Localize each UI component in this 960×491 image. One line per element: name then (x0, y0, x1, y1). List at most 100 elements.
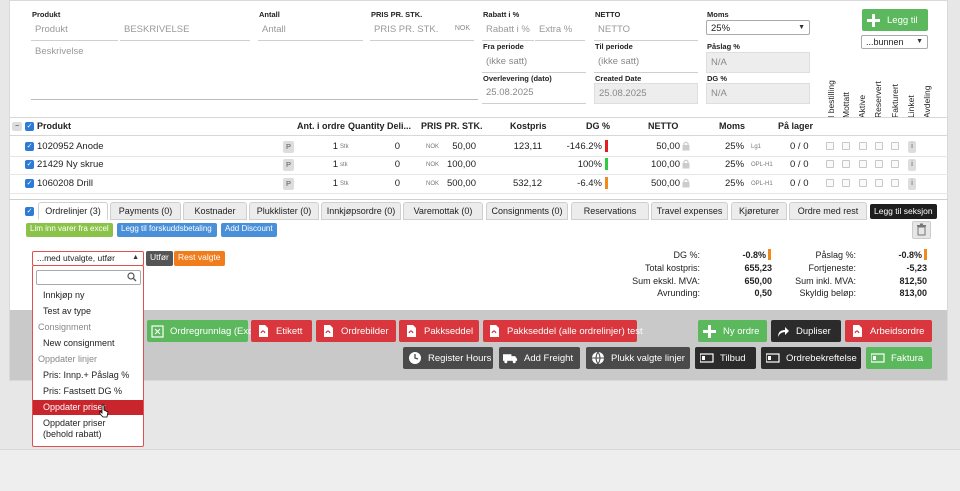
row-checkbox[interactable]: ✓ (25, 142, 34, 151)
tab-payments[interactable]: Payments (0) (110, 202, 181, 220)
row-status-checkbox[interactable] (875, 160, 883, 168)
row-status-checkbox[interactable] (826, 179, 834, 187)
row-status-checkbox[interactable] (859, 160, 867, 168)
tab-ordre-med-rest[interactable]: Ordre med rest (789, 202, 867, 220)
dropdown-item-pris-paslag[interactable]: Pris: Innp.+ Påslag % (43, 370, 130, 380)
row-produkt[interactable]: 21429 Ny skrue (37, 159, 104, 170)
dropdown-item-test[interactable]: Test av type (43, 306, 92, 316)
row-status-checkbox[interactable] (875, 142, 883, 150)
ordrebilder-button[interactable]: Ordrebilder (316, 320, 396, 342)
row-pris[interactable]: 500,00 (446, 178, 476, 189)
row-status-checkbox[interactable] (891, 179, 899, 187)
beskrivelse-input[interactable]: BESKRIVELSE (120, 20, 250, 41)
lock-icon[interactable] (682, 141, 690, 154)
row-status-checkbox[interactable] (842, 160, 850, 168)
row-status-checkbox[interactable] (826, 160, 834, 168)
row-netto[interactable]: 100,00 (650, 159, 680, 170)
row-status-checkbox[interactable] (891, 142, 899, 150)
ny-ordre-button[interactable]: Ny ordre (698, 320, 767, 342)
row-ant[interactable]: 1 (332, 159, 338, 170)
tab-innkjopsordre[interactable]: Innkjøpsordre (0) (321, 202, 401, 220)
row-status-checkbox[interactable] (875, 179, 883, 187)
row-status-checkbox[interactable] (842, 179, 850, 187)
position-select[interactable]: ...bunnen ▼ (861, 35, 928, 49)
row-checkbox[interactable]: ✓ (25, 160, 34, 169)
tab-varemottak[interactable]: Varemottak (0) (403, 202, 483, 220)
row-product-p-button[interactable]: P (283, 178, 294, 190)
extra-input[interactable]: Extra % (535, 20, 585, 41)
utfor-button[interactable]: Utfør (146, 251, 173, 266)
faktura-button[interactable]: Faktura (866, 347, 932, 369)
row-status-checkbox[interactable] (859, 142, 867, 150)
til-periode-input[interactable]: (ikke satt) (594, 52, 698, 73)
dropdown-item-oppdater-behold[interactable]: Oppdater priser (behold rabatt) (43, 418, 106, 439)
collapse-icon[interactable]: − (12, 122, 22, 131)
etikett-button[interactable]: Etikett (251, 320, 312, 342)
antall-input[interactable]: Antall (258, 20, 363, 41)
row-ant[interactable]: 1 (332, 178, 338, 189)
register-hours-button[interactable]: Register Hours (403, 347, 493, 369)
row-netto[interactable]: 50,00 (656, 141, 680, 152)
arbeidsordre-button[interactable]: Arbeidsordre (845, 320, 932, 342)
legg-til-seksjon-button[interactable]: Legg til seksjon (870, 204, 937, 219)
sum-skyldig-label: Skyldig beløp: (799, 288, 856, 298)
moms-select[interactable]: 25% ▼ (706, 20, 810, 35)
row-status-checkbox[interactable] (842, 142, 850, 150)
tabs-checkbox[interactable]: ✓ (25, 207, 34, 216)
ordregrunnlag-button[interactable]: Ordregrunnlag (Excel) (147, 320, 263, 342)
pakkseddel-alle-button[interactable]: Pakkseddel (alle ordrelinjer) test (483, 320, 643, 342)
tab-kjoreturer[interactable]: Kjøreturer (731, 202, 787, 220)
row-info-button[interactable]: i (908, 141, 916, 153)
row-status-checkbox[interactable] (859, 179, 867, 187)
lock-icon[interactable] (682, 159, 690, 172)
bulk-action-select[interactable]: ...med utvalgte, utfør ▲ (32, 251, 144, 266)
beskrivelse-textarea[interactable]: Beskrivelse (31, 42, 478, 100)
row-product-p-button[interactable]: P (283, 159, 294, 171)
dropdown-item-pris-dg[interactable]: Pris: Fastsett DG % (43, 386, 123, 396)
row-info-button[interactable]: i (908, 178, 916, 190)
lock-icon[interactable] (682, 178, 690, 191)
dropdown-search-input[interactable] (36, 270, 141, 285)
produkt-input[interactable]: Produkt (31, 20, 118, 41)
tab-consignments[interactable]: Consignments (0) (486, 202, 568, 220)
row-pris[interactable]: 100,00 (446, 159, 476, 170)
row-status-checkbox[interactable] (891, 160, 899, 168)
tab-reservations[interactable]: Reservations (571, 202, 649, 220)
dupliser-button[interactable]: Dupliser (771, 320, 841, 342)
overlevering-input[interactable]: 25.08.2025 (482, 83, 586, 104)
lim-inn-button[interactable]: Lim inn varer fra excel (26, 223, 113, 237)
tab-ordrelinjer[interactable]: Ordrelinjer (3) (38, 202, 108, 220)
dropdown-item-innkjop[interactable]: Innkjøp ny (43, 290, 85, 300)
row-produkt[interactable]: 1020952 Anode (37, 141, 104, 152)
legg-til-button[interactable]: Legg til (862, 9, 928, 31)
plukk-button[interactable]: Plukk valgte linjer (586, 347, 690, 369)
pakkseddel-button[interactable]: Pakkseddel (399, 320, 479, 342)
row-netto[interactable]: 500,00 (650, 178, 680, 189)
row-checkbox[interactable]: ✓ (25, 179, 34, 188)
tab-travel-expenses[interactable]: Travel expenses (651, 202, 728, 220)
row-pris[interactable]: 50,00 (452, 141, 476, 152)
dropdown-item-new-consignment[interactable]: New consignment (43, 338, 115, 348)
rabatt-input[interactable]: Rabatt i % (482, 20, 534, 41)
row-product-p-button[interactable]: P (283, 141, 294, 153)
add-discount-button[interactable]: Add Discount (221, 223, 277, 237)
row-info-button[interactable]: i (908, 159, 916, 171)
tab-plukklister[interactable]: Plukklister (0) (249, 202, 319, 220)
tab-kostnader[interactable]: Kostnader (183, 202, 247, 220)
forskudd-button[interactable]: Legg til forskuddsbetaling (117, 223, 217, 237)
select-all-checkbox[interactable]: ✓ (25, 122, 34, 131)
pris-input[interactable]: PRIS PR. STK. NOK (370, 20, 474, 41)
moms-value: 25% (711, 23, 731, 34)
rest-valgte-button[interactable]: Rest valgte (174, 251, 225, 266)
ordrebekreftelse-button[interactable]: Ordrebekreftelse (761, 347, 861, 369)
tilbud-button[interactable]: Tilbud (695, 347, 756, 369)
pdf-icon (320, 324, 335, 339)
row-ant[interactable]: 1 (332, 141, 338, 152)
row-status-checkbox[interactable] (826, 142, 834, 150)
dropdown-item-oppdater[interactable]: Oppdater priser (33, 400, 143, 415)
fra-periode-input[interactable]: (ikke satt) (482, 52, 586, 73)
netto-input[interactable]: NETTO (594, 20, 698, 41)
add-freight-button[interactable]: Add Freight (499, 347, 580, 369)
trash-icon[interactable] (912, 221, 931, 239)
row-produkt[interactable]: 1060208 Drill (37, 178, 93, 189)
